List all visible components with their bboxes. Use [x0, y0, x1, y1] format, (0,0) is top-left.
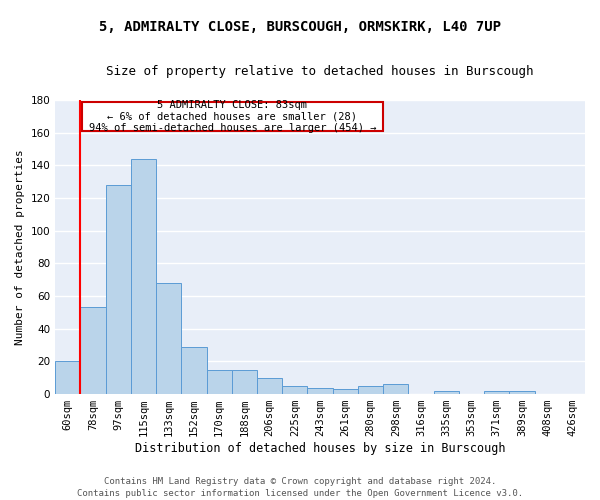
Text: 5, ADMIRALTY CLOSE, BURSCOUGH, ORMSKIRK, L40 7UP: 5, ADMIRALTY CLOSE, BURSCOUGH, ORMSKIRK,… [99, 20, 501, 34]
Bar [55, 362, 80, 394]
Bar [383, 384, 409, 394]
FancyBboxPatch shape [82, 102, 383, 131]
Y-axis label: Number of detached properties: Number of detached properties [15, 149, 25, 345]
Bar [358, 386, 383, 394]
Text: Contains HM Land Registry data © Crown copyright and database right 2024.
Contai: Contains HM Land Registry data © Crown c… [77, 476, 523, 498]
Bar [181, 346, 206, 394]
Title: Size of property relative to detached houses in Burscough: Size of property relative to detached ho… [106, 65, 534, 78]
Text: 5 ADMIRALTY CLOSE: 83sqm
← 6% of detached houses are smaller (28)
94% of semi-de: 5 ADMIRALTY CLOSE: 83sqm ← 6% of detache… [89, 100, 376, 133]
Bar [106, 185, 131, 394]
Bar [484, 391, 509, 394]
Bar [434, 391, 459, 394]
Bar [307, 388, 332, 394]
Bar [131, 159, 156, 394]
Bar [156, 283, 181, 394]
Bar [257, 378, 282, 394]
X-axis label: Distribution of detached houses by size in Burscough: Distribution of detached houses by size … [135, 442, 505, 455]
Bar [509, 391, 535, 394]
Bar [332, 389, 358, 394]
Bar [206, 370, 232, 394]
Bar [80, 308, 106, 394]
Bar [282, 386, 307, 394]
Bar [232, 370, 257, 394]
